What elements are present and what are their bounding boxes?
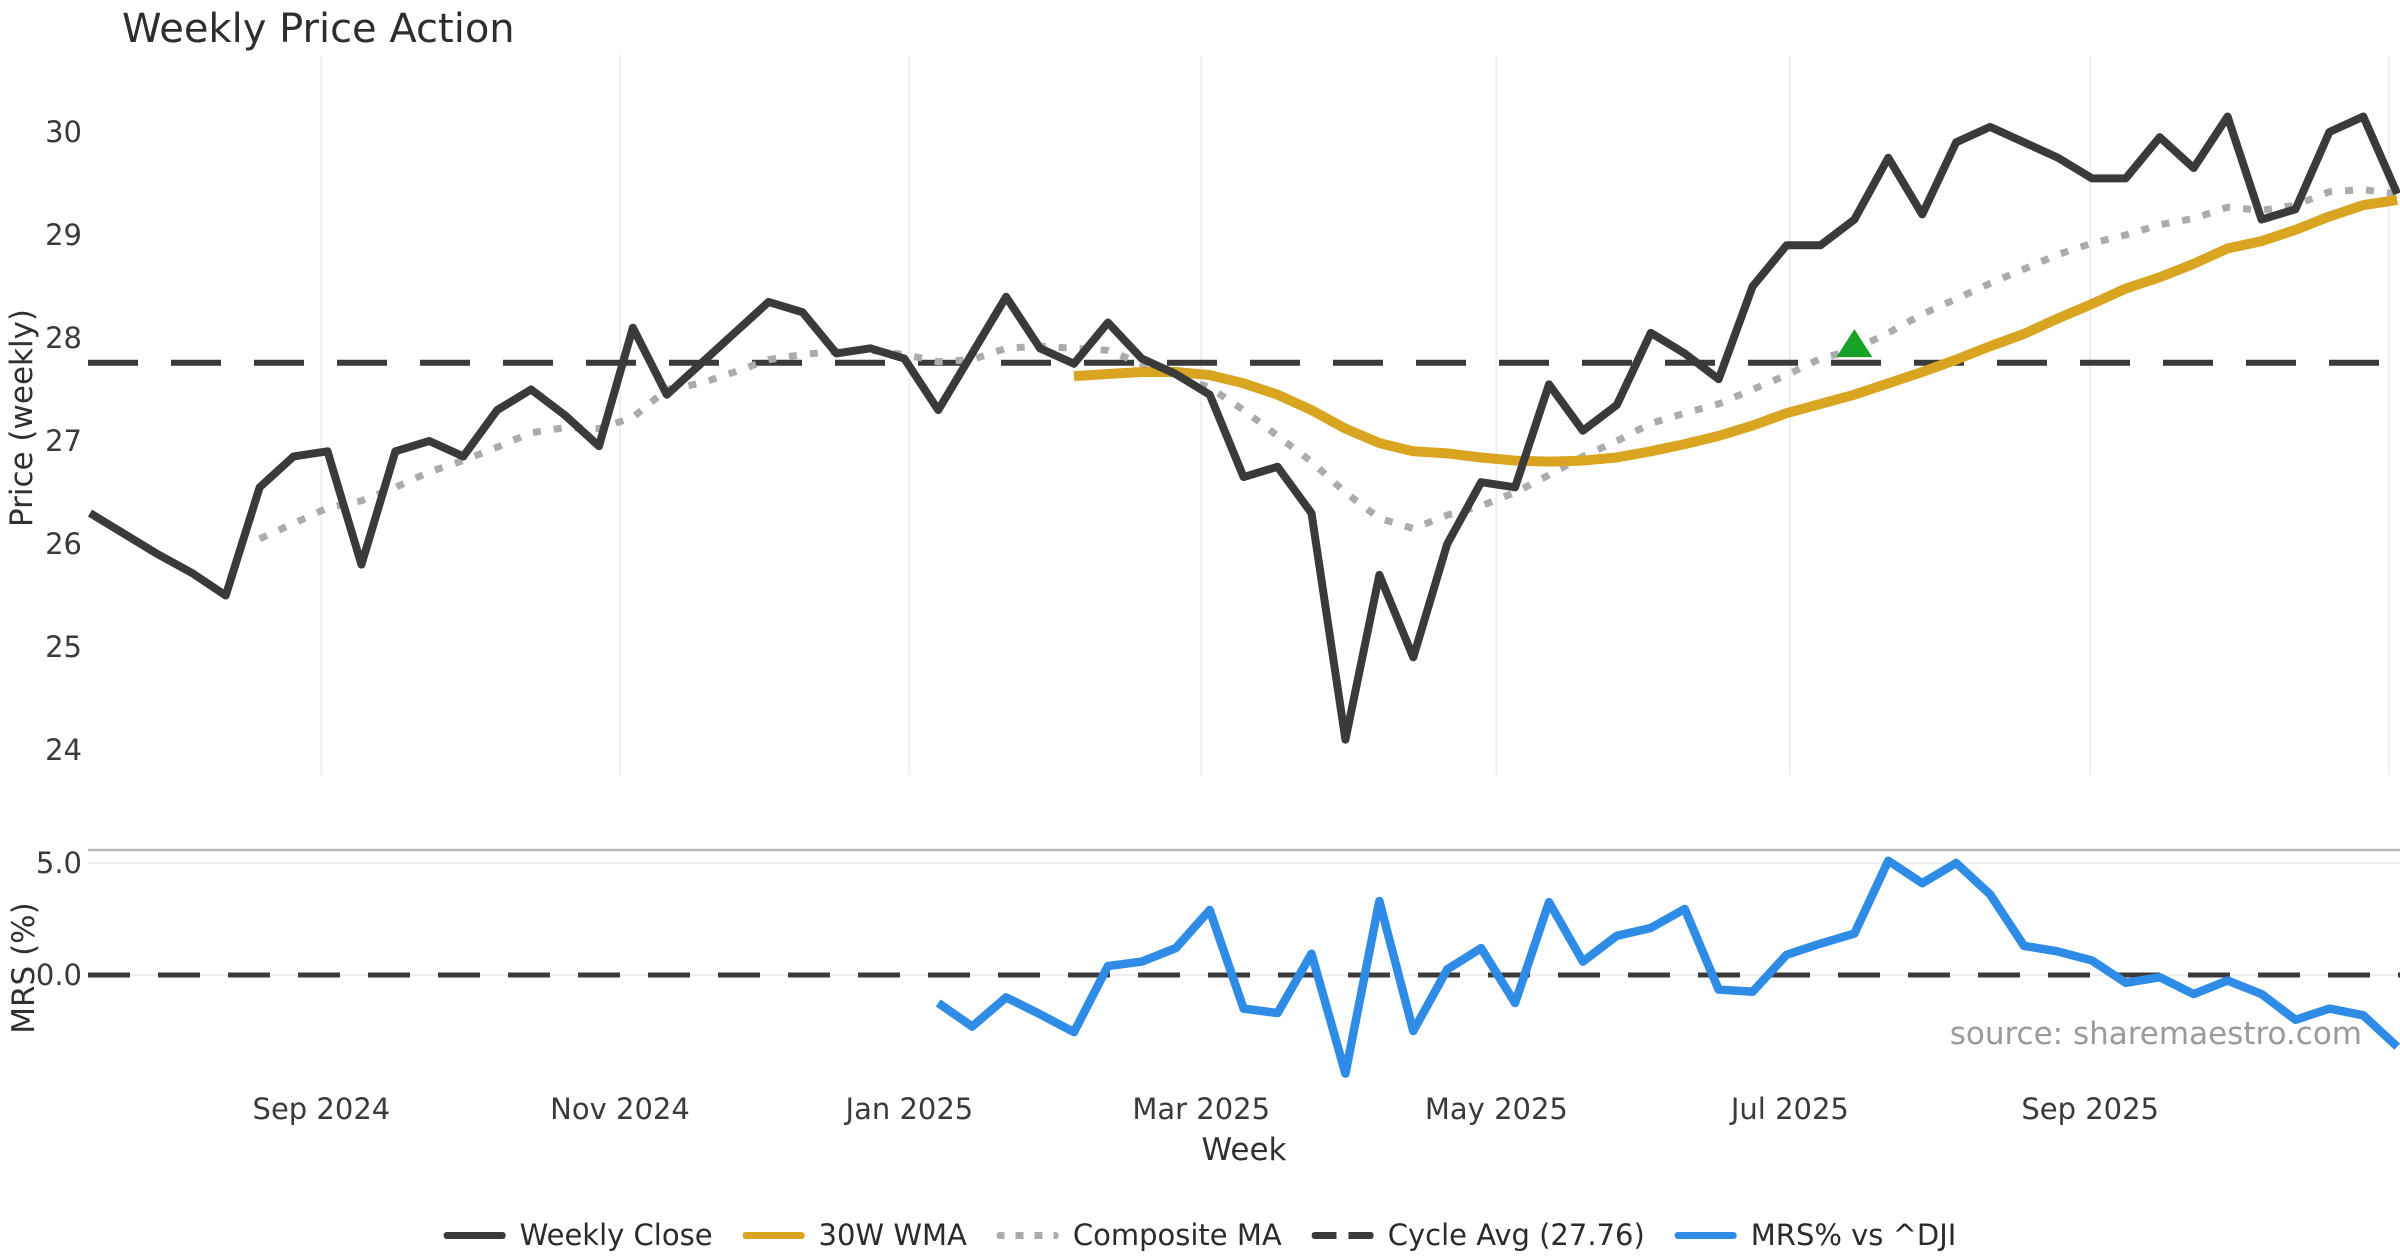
week-axis-label: Week bbox=[1201, 1132, 1287, 1168]
legend-item-wma-30w: 30W WMA bbox=[742, 1218, 967, 1252]
month-tick-label: Jul 2025 bbox=[1730, 1092, 1849, 1126]
legend-label: MRS% vs ^DJI bbox=[1750, 1218, 1957, 1252]
composite-ma-line-swatch-icon bbox=[996, 1231, 1059, 1239]
legend: Weekly Close 30W WMA Composite MA Cycle Avg… bbox=[443, 1218, 1957, 1252]
wma-30w-line bbox=[1073, 195, 2398, 467]
buy-signal-triangle-icon bbox=[1836, 329, 1873, 358]
legend-label: Weekly Close bbox=[519, 1218, 713, 1252]
legend-label: Composite MA bbox=[1072, 1218, 1282, 1252]
legend-label: Cycle Avg (27.76) bbox=[1387, 1218, 1645, 1252]
legend-item-composite-ma: Composite MA bbox=[996, 1218, 1282, 1252]
price-tick-label: 24 bbox=[45, 733, 82, 767]
mrs-tick-label: 0.0 bbox=[35, 958, 82, 992]
price-tick-label: 29 bbox=[45, 218, 82, 252]
legend-item-weekly-close: Weekly Close bbox=[443, 1218, 713, 1252]
wma-30w-line-swatch-icon bbox=[742, 1231, 805, 1239]
legend-label: 30W WMA bbox=[818, 1218, 967, 1252]
price-tick-label: 28 bbox=[45, 321, 82, 355]
mrs-line bbox=[935, 856, 2400, 1078]
price-tick-label: 27 bbox=[45, 424, 82, 458]
legend-item-mrs-vs-dji: MRS% vs ^DJI bbox=[1674, 1218, 1957, 1252]
mrs-vs-dji-line-swatch-icon bbox=[1674, 1231, 1737, 1239]
month-tick-label: Sep 2025 bbox=[2021, 1092, 2160, 1126]
price-axis-label: Price (weekly) bbox=[4, 308, 40, 528]
month-tick-label: Sep 2024 bbox=[252, 1092, 391, 1126]
month-tick-label: Nov 2024 bbox=[550, 1092, 690, 1126]
chart-title: Weekly Price Action bbox=[122, 6, 515, 52]
price-tick-label: 26 bbox=[45, 527, 82, 561]
source-watermark: source: sharemaestro.com bbox=[1949, 1016, 2362, 1052]
legend-item-cycle-avg: Cycle Avg (27.76) bbox=[1311, 1218, 1645, 1252]
month-tick-label: May 2025 bbox=[1424, 1092, 1568, 1126]
cycle-avg-line-swatch-icon bbox=[1311, 1231, 1374, 1239]
composite-ma-line bbox=[258, 186, 2398, 543]
weekly-close-line-swatch-icon bbox=[443, 1231, 506, 1239]
price-tick-label: 30 bbox=[45, 115, 82, 149]
mrs-tick-label: 5.0 bbox=[35, 846, 82, 880]
price-tick-label: 25 bbox=[45, 630, 82, 664]
weekly-close-line bbox=[87, 112, 2400, 744]
month-tick-label: Mar 2025 bbox=[1132, 1092, 1271, 1126]
month-tick-label: Jan 2025 bbox=[845, 1092, 974, 1126]
